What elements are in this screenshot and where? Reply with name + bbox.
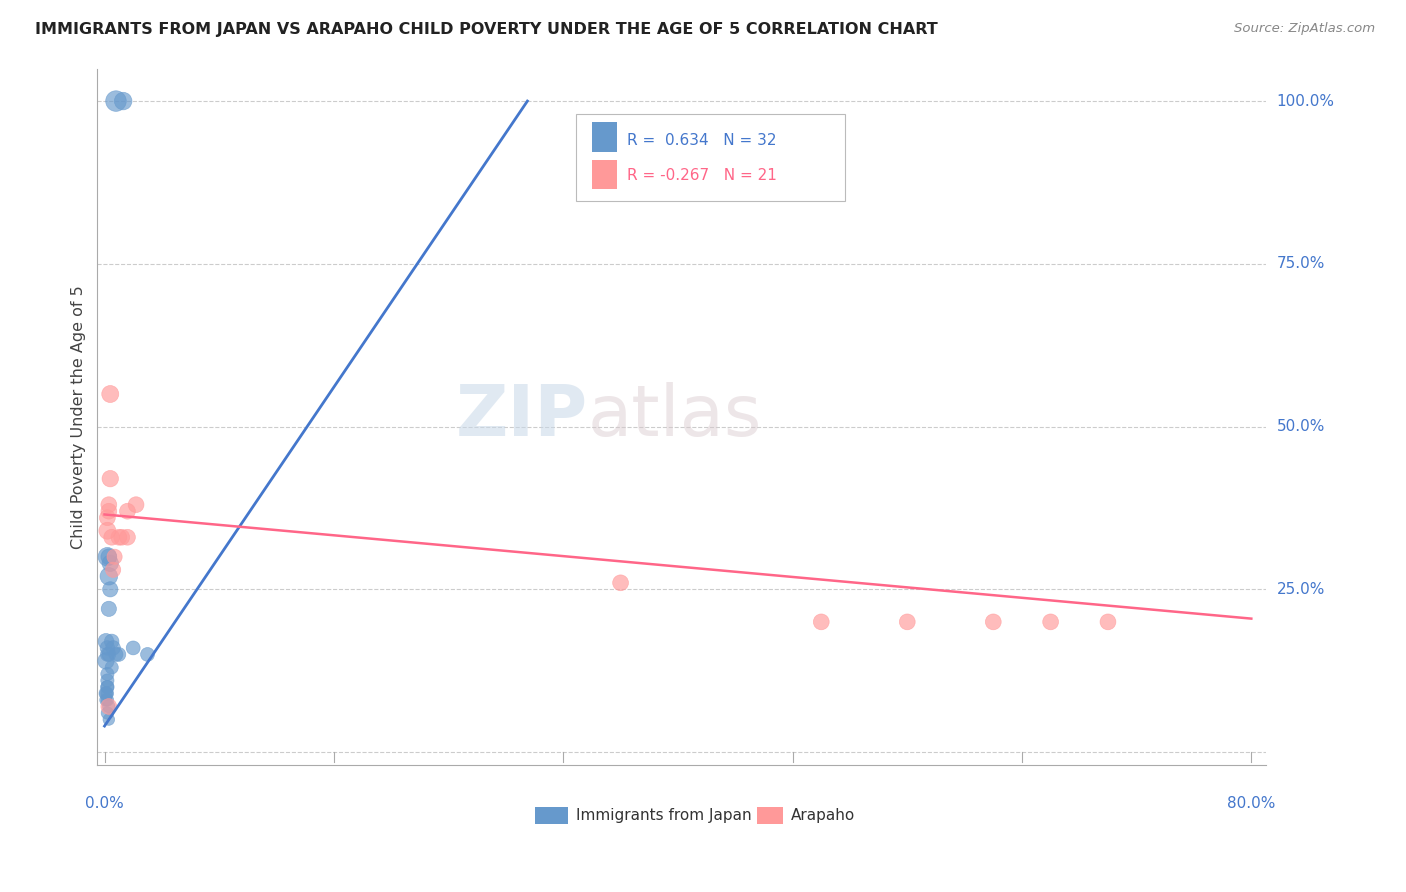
Point [96,640,118,655]
Point [609,575,631,590]
Point [96,648,118,662]
Text: IMMIGRANTS FROM JAPAN VS ARAPAHO CHILD POVERTY UNDER THE AGE OF 5 CORRELATION CH: IMMIGRANTS FROM JAPAN VS ARAPAHO CHILD P… [35,22,938,37]
Text: 80.0%: 80.0% [1227,796,1275,811]
Point [108,530,131,544]
Point [94,686,117,700]
Point [1097,615,1119,629]
Point [100,660,122,674]
Text: ZIP: ZIP [456,383,588,451]
Point [100,634,122,648]
Point [100,530,122,544]
Point [98,556,121,570]
Text: Immigrants from Japan: Immigrants from Japan [576,808,752,823]
Point [97,699,120,714]
Point [98,387,121,401]
Point [896,615,918,629]
Point [96,510,118,524]
Point [981,615,1004,629]
Point [97,713,120,727]
Text: R = -0.267   N = 21: R = -0.267 N = 21 [627,168,776,183]
Point [97,504,120,518]
Text: 100.0%: 100.0% [1277,94,1334,109]
Point [96,549,118,564]
Point [94,693,117,707]
Point [97,549,120,564]
Point [104,94,127,108]
Point [96,524,118,538]
Point [94,634,117,648]
Point [96,680,118,694]
Point [97,648,120,662]
Bar [592,161,617,189]
Point [94,686,117,700]
Text: Arapaho: Arapaho [792,808,856,823]
Point [97,569,120,583]
Text: atlas: atlas [588,383,762,451]
Point [122,640,145,655]
Point [96,673,118,688]
Point [101,640,124,655]
Y-axis label: Child Poverty Under the Age of 5: Child Poverty Under the Age of 5 [72,285,86,549]
Bar [758,807,783,824]
Point [97,498,120,512]
Point [98,582,121,597]
FancyBboxPatch shape [576,114,845,201]
Text: 50.0%: 50.0% [1277,419,1324,434]
Point [97,602,120,616]
Point [125,498,148,512]
Point [108,648,131,662]
Text: 75.0%: 75.0% [1277,256,1324,271]
Text: Source: ZipAtlas.com: Source: ZipAtlas.com [1234,22,1375,36]
Point [96,686,118,700]
Text: R =  0.634   N = 32: R = 0.634 N = 32 [627,133,776,147]
Point [96,680,118,694]
Text: 0.0%: 0.0% [86,796,124,811]
Point [117,504,139,518]
Point [103,549,125,564]
Bar [536,807,568,824]
Point [96,667,118,681]
Point [117,530,139,544]
Point [101,563,124,577]
Point [97,699,120,714]
Point [1039,615,1062,629]
Point [810,615,832,629]
Point [104,648,127,662]
Point [96,693,118,707]
Point [136,648,159,662]
Text: 25.0%: 25.0% [1277,582,1324,597]
Point [96,706,118,720]
Point [111,530,134,544]
Point [98,472,121,486]
Point [94,654,117,668]
Point [112,94,135,108]
Bar [592,122,617,152]
